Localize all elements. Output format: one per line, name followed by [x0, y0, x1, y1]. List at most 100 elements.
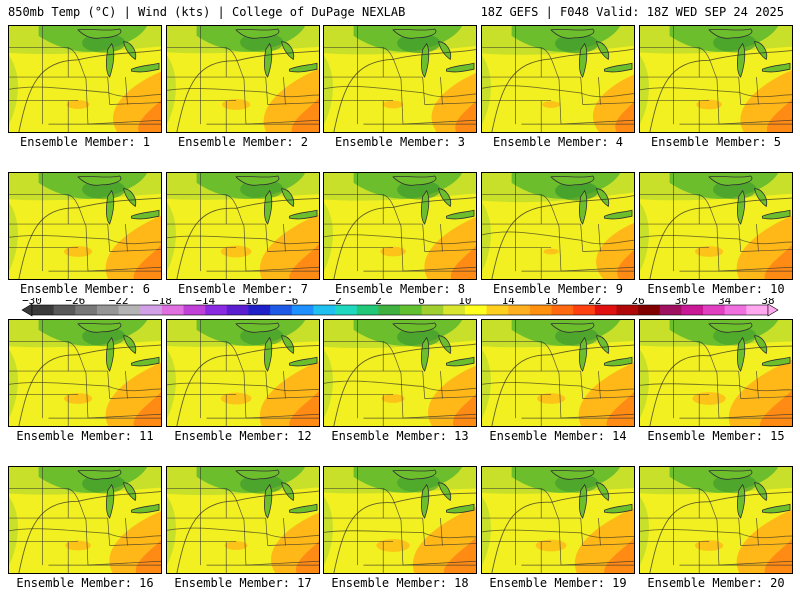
colorbar-tick-label: −14 — [195, 298, 215, 307]
ensemble-member-label: Ensemble Member: 17 — [174, 576, 312, 590]
ensemble-member-map — [8, 466, 162, 574]
ensemble-member-map — [166, 25, 320, 133]
colorbar-swatch — [140, 305, 163, 315]
colorbar-tick-label: 6 — [418, 298, 425, 307]
temperature-field — [324, 26, 476, 132]
temperature-field — [482, 26, 634, 132]
ensemble-member-map — [639, 319, 793, 427]
colorbar-tick-label: −22 — [109, 298, 129, 307]
colorbar-swatch — [508, 305, 531, 315]
colorbar-swatch — [378, 305, 401, 315]
colorbar-swatch — [96, 305, 119, 315]
colorbar-tick-label: 22 — [588, 298, 601, 307]
ensemble-member-map — [323, 25, 477, 133]
colorbar-tick-label: −10 — [239, 298, 259, 307]
ensemble-member-label: Ensemble Member: 12 — [174, 429, 312, 443]
ensemble-member-map — [481, 172, 635, 280]
colorbar-tick-label: 26 — [631, 298, 644, 307]
ensemble-member-label: Ensemble Member: 8 — [334, 282, 466, 296]
colorbar-swatch — [183, 305, 206, 315]
temperature-field — [9, 467, 161, 573]
ensemble-member-label: Ensemble Member: 1 — [19, 135, 151, 149]
temperature-field — [640, 320, 792, 426]
temperature-field — [324, 467, 476, 573]
colorbar-swatch — [681, 305, 704, 315]
colorbar-swatch — [659, 305, 682, 315]
ensemble-member-map — [481, 466, 635, 574]
ensemble-member-label: Ensemble Member: 20 — [647, 576, 785, 590]
ensemble-member-label: Ensemble Member: 10 — [647, 282, 785, 296]
colorbar-swatch — [443, 305, 466, 315]
colorbar-swatch — [291, 305, 314, 315]
ensemble-member-label: Ensemble Member: 7 — [177, 282, 309, 296]
colorbar-tick-label: 38 — [761, 298, 774, 307]
colorbar-swatch — [205, 305, 228, 315]
ensemble-member-map — [166, 172, 320, 280]
colorbar-swatch — [638, 305, 661, 315]
map-title: 850mb Temp (°C) | Wind (kts) | College o… — [8, 5, 406, 19]
temperature-field — [324, 173, 476, 279]
colorbar-swatch — [32, 305, 55, 315]
model-run-valid-time: 18Z GEFS | F048 Valid: 18Z WED SEP 24 20… — [480, 5, 784, 19]
ensemble-member-label: Ensemble Member: 4 — [492, 135, 624, 149]
temperature-field — [482, 173, 634, 279]
ensemble-member-label: Ensemble Member: 13 — [331, 429, 469, 443]
ensemble-member-map — [8, 172, 162, 280]
colorbar-swatch — [464, 305, 487, 315]
colorbar-tick-label: 14 — [502, 298, 516, 307]
colorbar-swatch — [75, 305, 98, 315]
ensemble-member-map — [639, 25, 793, 133]
ensemble-member-map — [639, 466, 793, 574]
ensemble-member-label: Ensemble Member: 5 — [650, 135, 782, 149]
colorbar-swatch — [703, 305, 726, 315]
colorbar-tick-label: −30 — [22, 298, 42, 307]
colorbar-swatch — [335, 305, 358, 315]
colorbar-swatch — [356, 305, 379, 315]
colorbar-swatch — [573, 305, 596, 315]
ensemble-member-map — [8, 319, 162, 427]
colorbar-tick-label: −26 — [65, 298, 85, 307]
colorbar-swatch — [529, 305, 552, 315]
colorbar-swatch — [118, 305, 141, 315]
temperature-field — [640, 173, 792, 279]
temperature-field — [9, 26, 161, 132]
ensemble-member-map — [481, 319, 635, 427]
temperature-field — [640, 467, 792, 573]
colorbar-swatch — [486, 305, 509, 315]
temperature-field — [324, 320, 476, 426]
ensemble-member-label: Ensemble Member: 16 — [16, 576, 154, 590]
ensemble-member-label: Ensemble Member: 11 — [16, 429, 154, 443]
colorbar-swatch — [421, 305, 444, 315]
colorbar-swatch — [616, 305, 639, 315]
ensemble-member-map — [323, 172, 477, 280]
temperature-field — [167, 467, 319, 573]
temperature-field — [167, 173, 319, 279]
colorbar-tick-label: 30 — [675, 298, 688, 307]
ensemble-member-label: Ensemble Member: 19 — [489, 576, 627, 590]
colorbar-tick-label: −18 — [152, 298, 172, 307]
colorbar-swatch — [226, 305, 249, 315]
colorbar-swatch — [53, 305, 76, 315]
temperature-field — [167, 320, 319, 426]
temperature-field — [640, 26, 792, 132]
colorbar-swatch — [551, 305, 574, 315]
ensemble-member-map — [166, 466, 320, 574]
ensemble-member-map — [8, 25, 162, 133]
ensemble-member-map — [166, 319, 320, 427]
ensemble-member-map — [323, 319, 477, 427]
colorbar-swatch — [248, 305, 271, 315]
temperature-field — [9, 173, 161, 279]
ensemble-member-map — [323, 466, 477, 574]
temperature-field — [9, 320, 161, 426]
colorbar-swatch — [746, 305, 769, 315]
colorbar-swatch — [400, 305, 423, 315]
temperature-field — [482, 320, 634, 426]
colorbar-tick-label: 10 — [458, 298, 471, 307]
colorbar-swatch — [313, 305, 336, 315]
ensemble-member-map — [639, 172, 793, 280]
ensemble-member-label: Ensemble Member: 9 — [492, 282, 624, 296]
colorbar-tick-label: −6 — [285, 298, 298, 307]
colorbar-swatch — [270, 305, 293, 315]
colorbar-swatch — [161, 305, 184, 315]
temperature-field — [167, 26, 319, 132]
